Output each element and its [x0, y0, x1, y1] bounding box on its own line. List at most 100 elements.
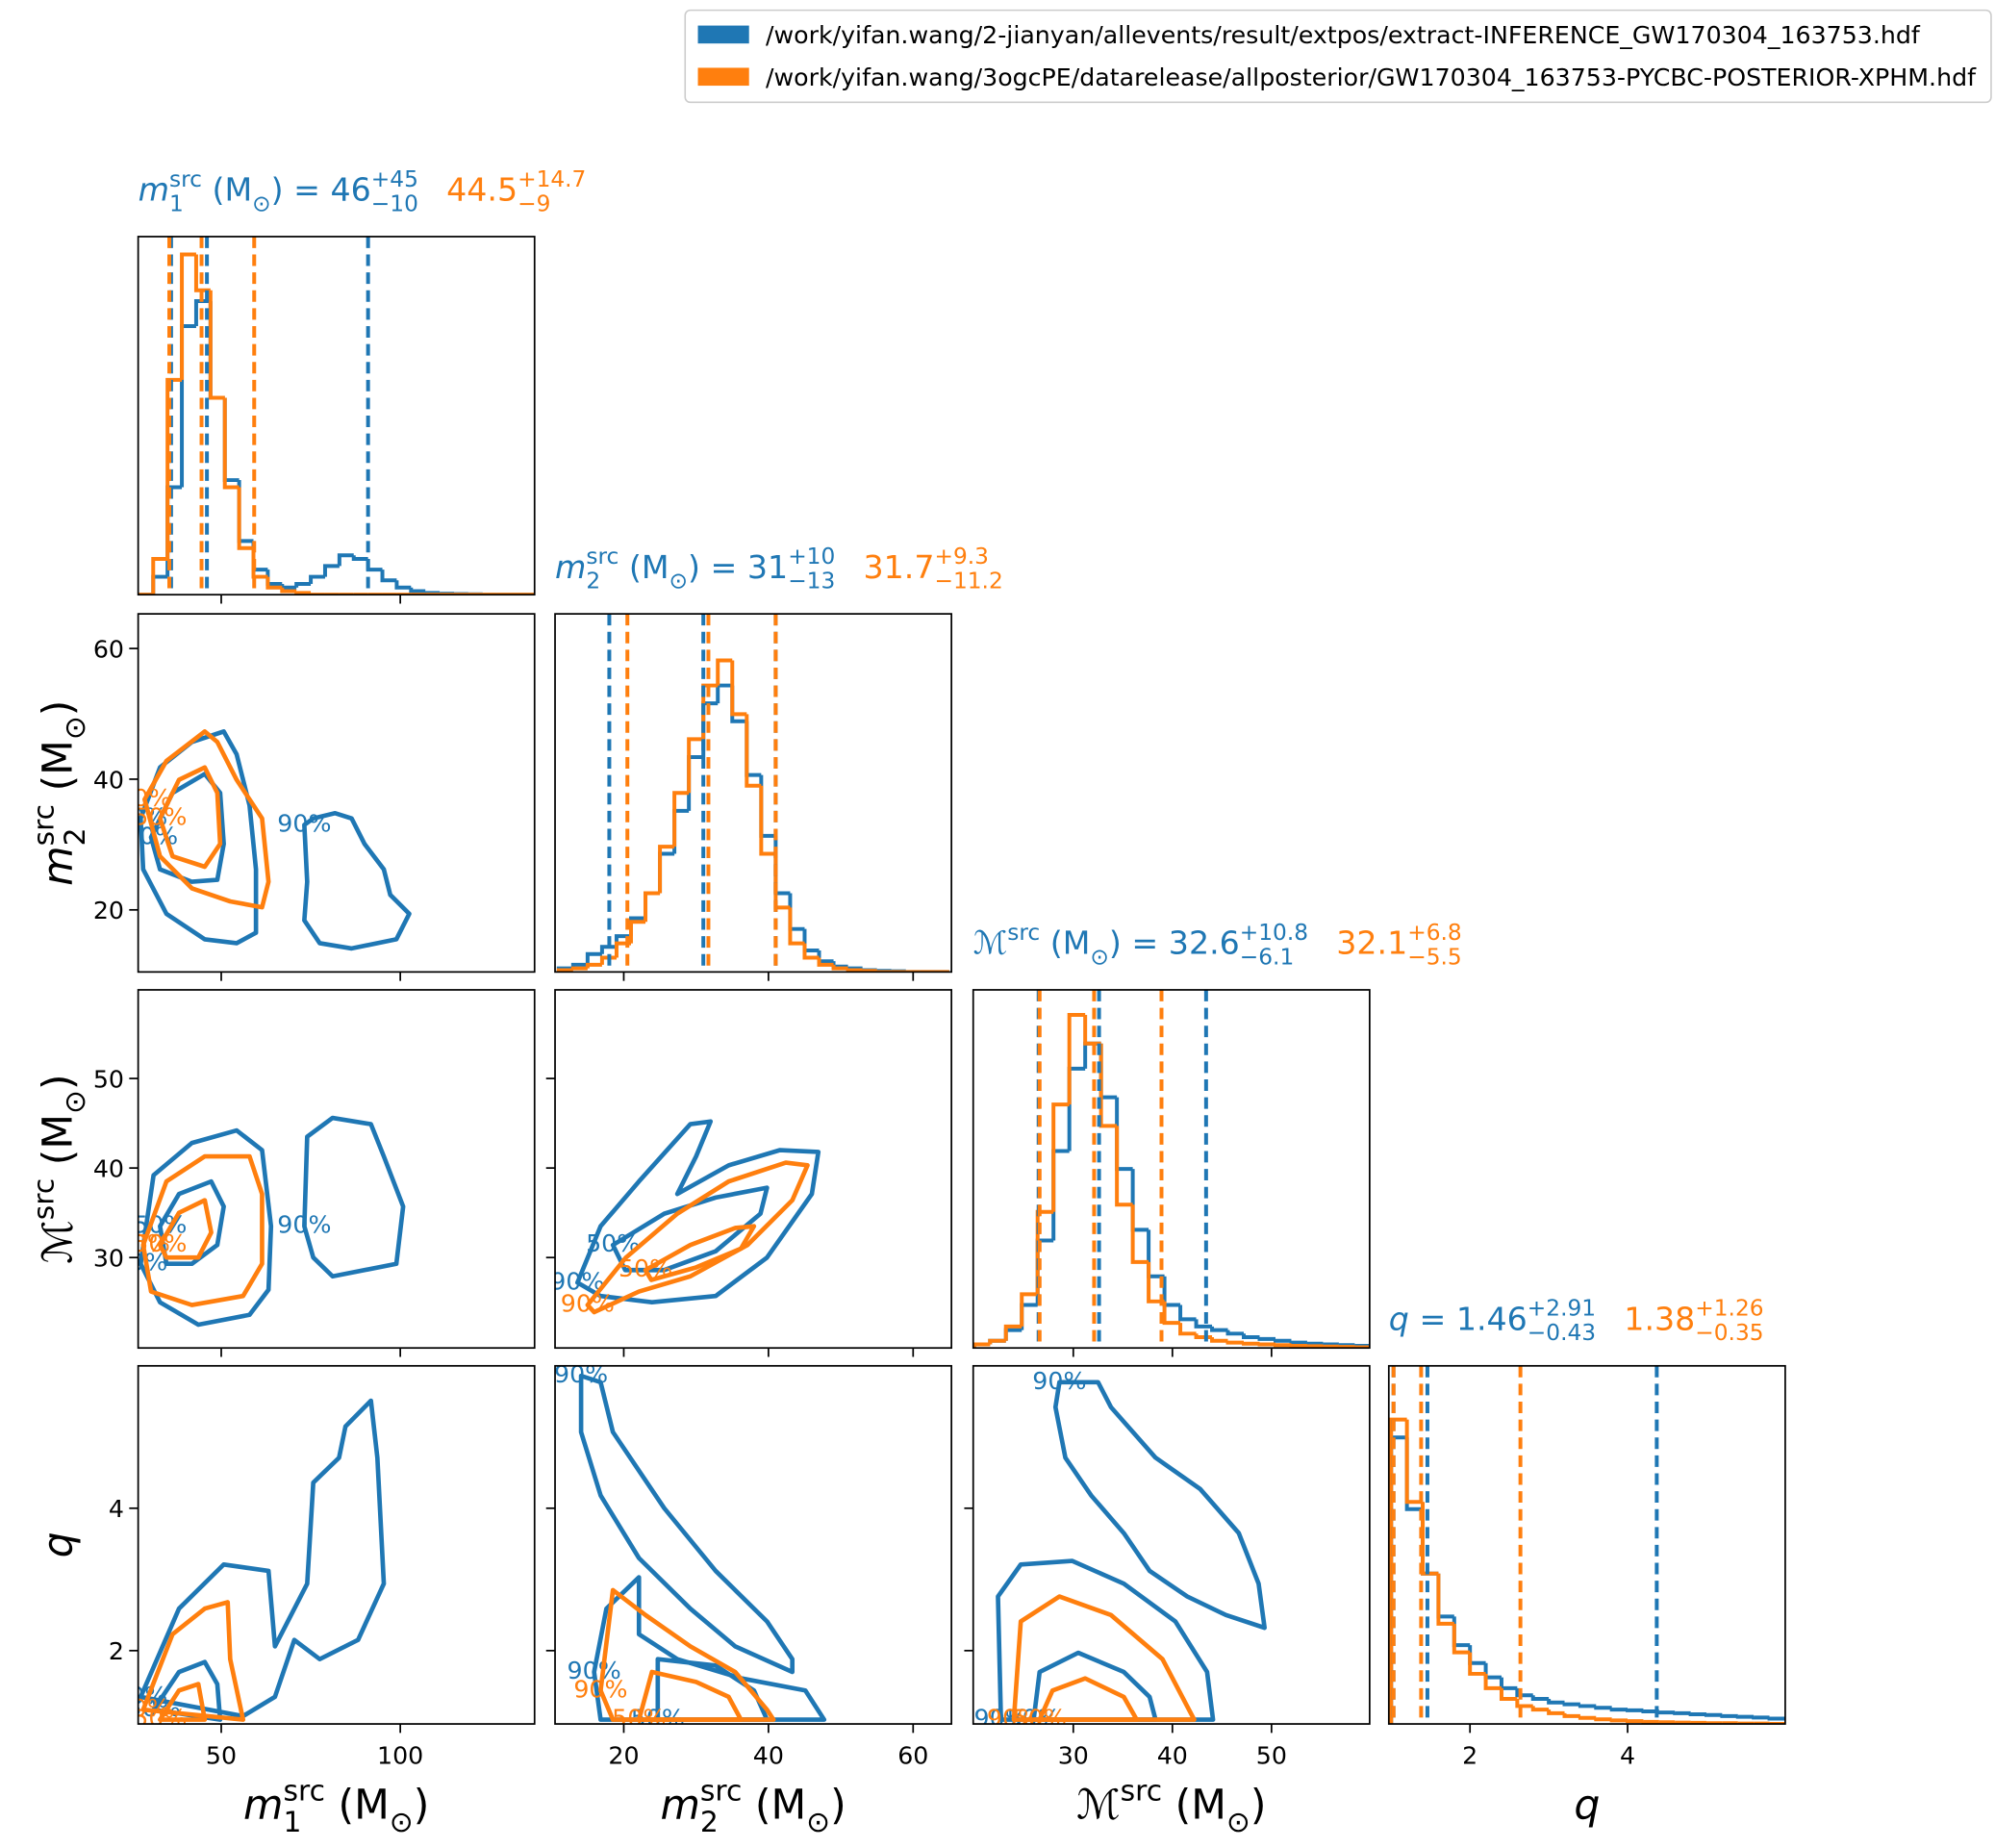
- panel-frame: [137, 613, 536, 974]
- contour-label: 50%: [133, 803, 187, 831]
- histogram-step: [180, 252, 196, 380]
- histogram-step: [409, 587, 426, 594]
- text-part: 46: [331, 171, 371, 209]
- histogram-step: [1067, 1066, 1086, 1152]
- y-tick-label: 50: [93, 1065, 124, 1093]
- text-part: (M: [1040, 924, 1090, 962]
- histogram-step: [1594, 1706, 1612, 1710]
- histogram-step: [322, 564, 340, 577]
- histogram-step: [237, 480, 254, 544]
- histogram-step: [1321, 1342, 1339, 1347]
- y-tick-label: 40: [93, 766, 124, 794]
- text-part: +6.8: [1407, 920, 1461, 946]
- contour-label: 50%: [133, 1229, 187, 1257]
- histogram-step: [1720, 1713, 1738, 1718]
- histogram-step: [1289, 1340, 1307, 1345]
- histogram-step: [193, 254, 211, 292]
- contour-panel: 90%90%50%90%50%: [133, 1115, 406, 1328]
- histogram-panel: [1389, 1365, 1785, 1725]
- histogram-step: [1304, 1341, 1324, 1346]
- histogram-step: [151, 556, 168, 595]
- y-tick-label: 4: [109, 1495, 124, 1523]
- text-part: ⊙: [1226, 1806, 1250, 1839]
- histogram-step: [265, 570, 283, 587]
- x-axis-label: q: [1574, 1782, 1600, 1829]
- text-part: ): [414, 1782, 430, 1829]
- histogram-step: [1641, 1709, 1659, 1714]
- text-part: ): [36, 1074, 83, 1090]
- histogram-step: [802, 943, 820, 960]
- contour-label: 90%: [277, 810, 331, 838]
- text-part: m: [660, 1782, 699, 1829]
- text-part: q: [1389, 1301, 1409, 1338]
- contour-label: 50%: [619, 1254, 672, 1282]
- histogram-step: [1020, 1303, 1038, 1330]
- histogram-step: [972, 1342, 991, 1349]
- legend: /work/yifan.wang/2-jianyan/allevents/res…: [684, 9, 1992, 104]
- panel-title-estimate: 44.5−9+14.7: [446, 166, 586, 217]
- contour: [610, 1185, 770, 1273]
- text-part: (M: [36, 1114, 83, 1178]
- text-part: ⊙: [669, 569, 688, 595]
- text-part: ⊙: [59, 716, 92, 740]
- x-tick-label: 40: [1157, 1741, 1188, 1769]
- histogram-step: [294, 582, 312, 588]
- contour: [1052, 1380, 1267, 1631]
- histogram-step: [1483, 1673, 1502, 1690]
- histogram-step: [1452, 1616, 1471, 1648]
- histogram-step: [180, 324, 196, 488]
- histogram-step: [1257, 1342, 1275, 1347]
- text-part: ℳ: [36, 1220, 83, 1263]
- histogram-step: [366, 558, 383, 572]
- text-part: ): [36, 700, 83, 717]
- contour-label: 50%: [612, 1705, 666, 1733]
- histogram-step: [585, 962, 602, 969]
- histogram-step: [222, 397, 240, 483]
- histogram-step: [1704, 1712, 1723, 1717]
- text-part: ): [1250, 1782, 1267, 1829]
- text-part: +10: [788, 544, 835, 570]
- text-part: (M: [36, 740, 83, 804]
- text-part: −10: [371, 190, 418, 216]
- text-part: ⊙: [806, 1806, 830, 1839]
- contour-label: 90%: [550, 1267, 604, 1295]
- histogram-step: [1003, 1324, 1023, 1341]
- y-axis-label: q: [36, 1532, 83, 1557]
- histogram-step: [1562, 1712, 1580, 1718]
- histogram-step: [1194, 1319, 1213, 1329]
- text-part: −5.5: [1407, 944, 1461, 970]
- histogram-step: [1547, 1709, 1565, 1715]
- histogram-step: [1515, 1698, 1533, 1709]
- histogram-step: [687, 737, 704, 794]
- histogram-step: [1452, 1623, 1471, 1655]
- x-tick-label: 4: [1620, 1741, 1635, 1769]
- histogram-step: [745, 714, 762, 788]
- panel-frame: [137, 236, 536, 596]
- legend-label: /work/yifan.wang/3ogcPE/datarelease/allp…: [766, 63, 1977, 91]
- histogram-step: [701, 701, 719, 758]
- text-part: m: [139, 171, 169, 209]
- x-tick-label: 100: [377, 1741, 423, 1769]
- histogram-step: [1389, 1417, 1407, 1725]
- text-part: 1: [283, 1806, 301, 1839]
- histogram-step: [802, 928, 820, 953]
- text-part: =: [700, 548, 747, 586]
- legend-swatch: [697, 25, 749, 44]
- contour-label: 90%: [277, 1211, 331, 1239]
- histogram-step: [672, 791, 690, 848]
- contour-label: 50%: [133, 1705, 187, 1733]
- contour-label: 50%: [1013, 1705, 1067, 1733]
- histogram-step: [759, 785, 776, 856]
- text-part: src: [283, 1774, 324, 1808]
- histogram-step: [773, 853, 791, 910]
- contour: [142, 729, 271, 910]
- histogram-step: [1767, 1716, 1785, 1721]
- text-part: src: [27, 1178, 61, 1220]
- histogram-step: [817, 950, 834, 964]
- histogram-step: [585, 951, 602, 965]
- panel-frame: [137, 989, 536, 1350]
- histogram-step: [1210, 1326, 1228, 1332]
- text-part: (M: [742, 1782, 806, 1829]
- histogram-step: [1735, 1714, 1755, 1719]
- y-tick-label: 20: [93, 897, 124, 924]
